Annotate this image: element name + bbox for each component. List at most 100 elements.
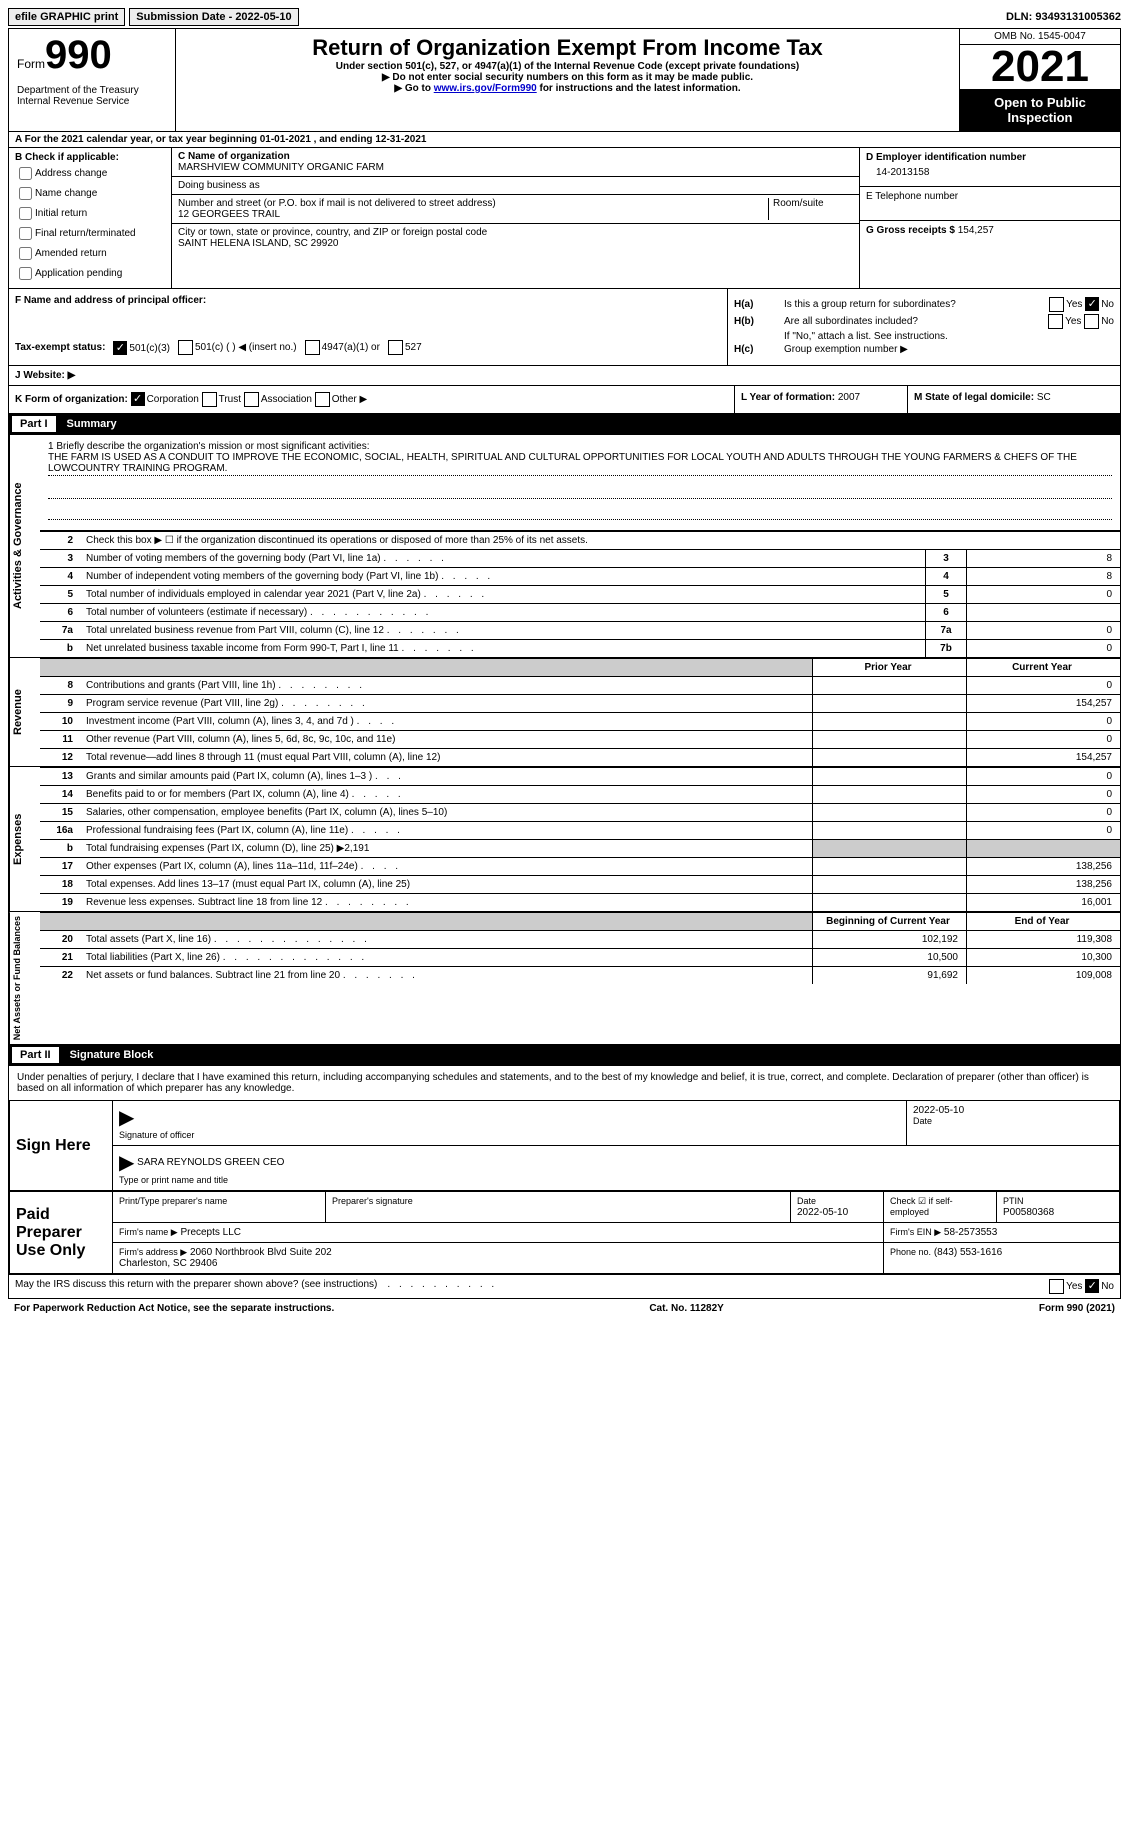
sig-date: 2022-05-10 xyxy=(913,1105,964,1116)
line-4-text: Number of independent voting members of … xyxy=(86,571,438,582)
opt-527[interactable]: 527 xyxy=(388,340,422,355)
firm-addr-cell: Firm's address ▶ 2060 Northbrook Blvd Su… xyxy=(113,1243,884,1274)
column-b: B Check if applicable: Address change Na… xyxy=(9,148,172,288)
room-suite-lbl: Room/suite xyxy=(768,198,853,220)
chk-address-change[interactable]: Address change xyxy=(15,164,165,183)
blank-line-1 xyxy=(48,482,1112,499)
title-cell: Return of Organization Exempt From Incom… xyxy=(176,29,959,131)
sign-here-table: Sign Here ▶ Signature of officer 2022-05… xyxy=(9,1100,1120,1191)
c-city: City or town, state or province, country… xyxy=(172,224,859,252)
form-number-cell: Form990 Department of the Treasury Inter… xyxy=(9,29,176,131)
chk-name-change[interactable]: Name change xyxy=(15,184,165,203)
line-3-val: 8 xyxy=(967,550,1121,568)
opt-501c[interactable]: 501(c) ( ) ◀ (insert no.) xyxy=(178,340,297,355)
opt-501c3[interactable]: ✓501(c)(3) xyxy=(113,341,170,355)
line-3-num: 3 xyxy=(926,550,967,568)
department-label: Department of the Treasury Internal Reve… xyxy=(17,85,167,107)
line-12-text: Total revenue—add lines 8 through 11 (mu… xyxy=(81,749,813,767)
submission-date-button[interactable]: Submission Date - 2022-05-10 xyxy=(129,8,298,26)
line-21-eoy: 10,300 xyxy=(967,949,1121,967)
line-16b-py xyxy=(813,840,967,858)
line-14-text: Benefits paid to or for members (Part IX… xyxy=(86,789,349,800)
discuss-row: May the IRS discuss this return with the… xyxy=(9,1274,1120,1298)
org-name: MARSHVIEW COMMUNITY ORGANIC FARM xyxy=(178,162,853,173)
org-city: SAINT HELENA ISLAND, SC 29920 xyxy=(178,238,853,249)
column-c: C Name of organization MARSHVIEW COMMUNI… xyxy=(172,148,859,288)
chk-initial-return[interactable]: Initial return xyxy=(15,204,165,223)
netassets-block: Net Assets or Fund Balances Beginning of… xyxy=(9,911,1120,1044)
declaration-text: Under penalties of perjury, I declare th… xyxy=(9,1066,1120,1100)
prep-sig-cell: Preparer's signature xyxy=(326,1192,791,1223)
line-15-cy: 0 xyxy=(967,804,1121,822)
j-lbl: J Website: ▶ xyxy=(15,370,75,381)
sig-off-lbl: Signature of officer xyxy=(119,1130,194,1140)
line-11-text: Other revenue (Part VIII, column (A), li… xyxy=(81,731,813,749)
blank-line-2 xyxy=(48,503,1112,520)
irs-link[interactable]: www.irs.gov/Form990 xyxy=(434,83,537,94)
firm-name-cell: Firm's name ▶ Precepts LLC xyxy=(113,1223,884,1243)
ein-value: 14-2013158 xyxy=(866,163,1114,182)
k-cell: K Form of organization: ✓Corporation Tru… xyxy=(9,386,735,413)
i-lbl: Tax-exempt status: xyxy=(15,342,105,353)
bottom-line: For Paperwork Reduction Act Notice, see … xyxy=(8,1301,1121,1316)
opt-other[interactable]: Other ▶ xyxy=(315,394,367,405)
chk-application-pending[interactable]: Application pending xyxy=(15,264,165,283)
line-16a-py xyxy=(813,822,967,840)
ein-lbl: D Employer identification number xyxy=(866,152,1114,163)
gross-value: 154,257 xyxy=(958,225,994,236)
activities-governance-block: Activities & Governance 1 Briefly descri… xyxy=(9,435,1120,657)
line-17-cy: 138,256 xyxy=(967,858,1121,876)
chk-final-return[interactable]: Final return/terminated xyxy=(15,224,165,243)
ha-yesno: Yes ✓No xyxy=(1049,297,1114,312)
mission-lead: 1 Briefly describe the organization's mi… xyxy=(48,441,1112,452)
line-2: Check this box ▶ ☐ if the organization d… xyxy=(81,532,1120,550)
officer-typed-name: SARA REYNOLDS GREEN CEO xyxy=(137,1157,284,1168)
line-a: A For the 2021 calendar year, or tax yea… xyxy=(9,132,1120,148)
part1-tab: Part I xyxy=(11,415,57,433)
paid-preparer-table: Paid Preparer Use Only Print/Type prepar… xyxy=(9,1191,1120,1274)
hc-lbl: Group exemption number ▶ xyxy=(784,344,908,355)
d-gross: G Gross receipts $ 154,257 xyxy=(860,221,1120,240)
form-container: Form990 Department of the Treasury Inter… xyxy=(8,28,1121,1299)
officer-date-cell: 2022-05-10 Date xyxy=(907,1101,1120,1146)
line-7a-num: 7a xyxy=(926,622,967,640)
line-7a-val: 0 xyxy=(967,622,1121,640)
opt-4947[interactable]: 4947(a)(1) or xyxy=(305,340,380,355)
side-revenue: Revenue xyxy=(9,658,40,766)
row-j: J Website: ▶ xyxy=(9,365,1120,385)
revenue-block: Revenue Prior YearCurrent Year 8Contribu… xyxy=(9,657,1120,766)
discuss-yesno: Yes ✓No xyxy=(1049,1279,1114,1294)
line-6-text: Total number of volunteers (estimate if … xyxy=(86,607,307,618)
line-13-cy: 0 xyxy=(967,768,1121,786)
line-5-text: Total number of individuals employed in … xyxy=(86,589,421,600)
side-ag: Activities & Governance xyxy=(9,435,40,657)
opt-trust[interactable]: Trust xyxy=(202,394,241,405)
line-6-num: 6 xyxy=(926,604,967,622)
prior-year-hdr: Prior Year xyxy=(813,659,967,677)
line-12-py xyxy=(813,749,967,767)
efile-button[interactable]: efile GRAPHIC print xyxy=(8,8,125,26)
line-15-text: Salaries, other compensation, employee b… xyxy=(81,804,813,822)
line-21-boy: 10,500 xyxy=(813,949,967,967)
goto-post: for instructions and the latest informat… xyxy=(537,83,741,94)
opt-assoc[interactable]: Association xyxy=(244,394,312,405)
f-cell: F Name and address of principal officer:… xyxy=(9,289,728,365)
line-6-val xyxy=(967,604,1121,622)
c-name: C Name of organization MARSHVIEW COMMUNI… xyxy=(172,148,859,177)
line-20-boy: 102,192 xyxy=(813,931,967,949)
subtitle-1: Under section 501(c), 527, or 4947(a)(1)… xyxy=(182,61,953,72)
part2-tab: Part II xyxy=(11,1046,60,1064)
line-5-num: 5 xyxy=(926,586,967,604)
opt-corp[interactable]: ✓Corporation xyxy=(131,394,199,405)
form-header: Form990 Department of the Treasury Inter… xyxy=(9,29,1120,132)
line-8-cy: 0 xyxy=(967,677,1121,695)
boy-hdr: Beginning of Current Year xyxy=(813,913,967,931)
line-19-text: Revenue less expenses. Subtract line 18 … xyxy=(86,897,322,908)
cat-no: Cat. No. 11282Y xyxy=(649,1303,723,1314)
chk-amended[interactable]: Amended return xyxy=(15,244,165,263)
line-22-eoy: 109,008 xyxy=(967,967,1121,985)
line-8-text: Contributions and grants (Part VIII, lin… xyxy=(86,680,276,691)
line-7b-num: 7b xyxy=(926,640,967,658)
line-9-py xyxy=(813,695,967,713)
org-address: 12 GEORGEES TRAIL xyxy=(178,209,768,220)
